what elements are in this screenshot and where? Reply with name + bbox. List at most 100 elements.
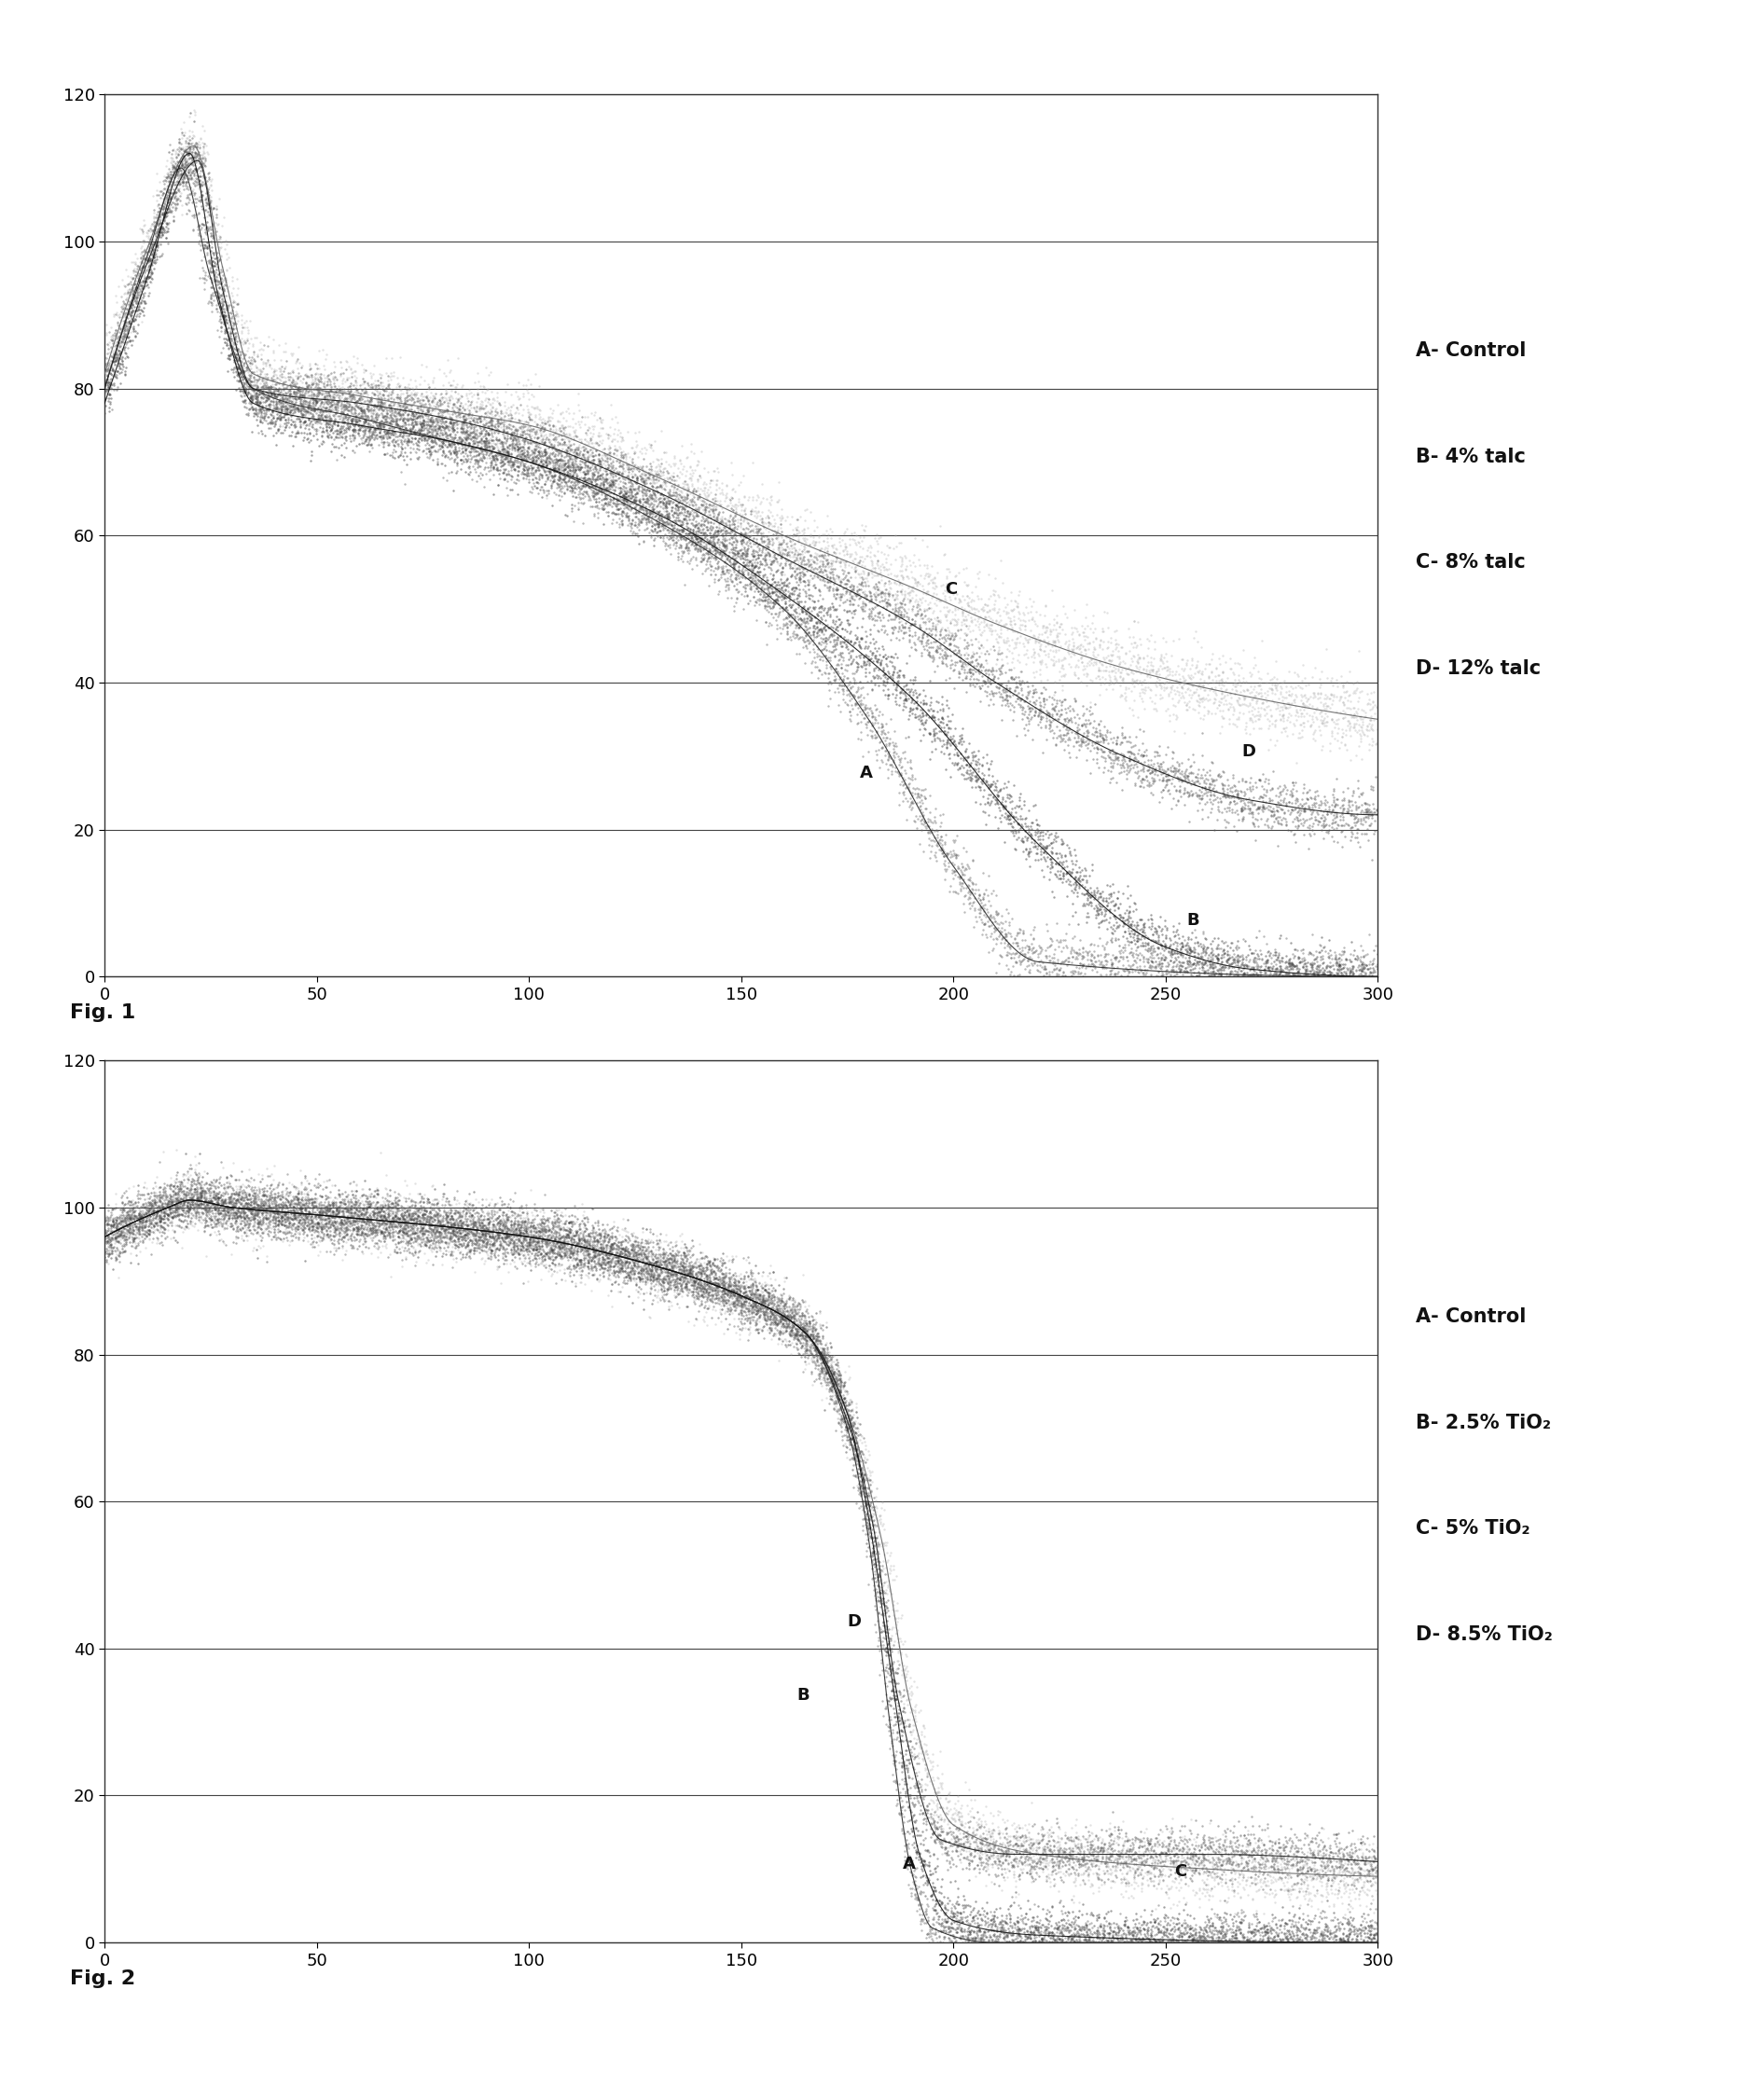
Point [1182, 945, 1210, 979]
Point [211, 1197, 239, 1231]
Point [136, 252, 164, 286]
Point [431, 1195, 459, 1228]
Point [576, 1216, 603, 1249]
Point [1308, 1886, 1336, 1919]
Point [504, 1224, 532, 1258]
Point [396, 1191, 424, 1224]
Point [333, 1212, 361, 1245]
Point [898, 1814, 926, 1848]
Point [1066, 628, 1093, 662]
Point [358, 382, 385, 416]
Point [520, 412, 548, 445]
Point [1242, 1909, 1270, 1942]
Point [269, 1191, 296, 1224]
Point [912, 611, 940, 645]
Point [956, 748, 984, 781]
Point [823, 542, 851, 575]
Point [1055, 1842, 1083, 1875]
Point [286, 403, 314, 437]
Point [1355, 808, 1383, 842]
Point [113, 1199, 141, 1233]
Point [1366, 1863, 1393, 1896]
Point [813, 626, 841, 659]
Point [1196, 960, 1224, 993]
Point [989, 672, 1017, 706]
Point [821, 565, 849, 598]
Point [699, 510, 727, 544]
Point [439, 435, 467, 468]
Point [1158, 1844, 1186, 1877]
Point [610, 462, 638, 496]
Point [898, 1676, 926, 1709]
Point [1041, 1922, 1069, 1955]
Point [462, 1231, 490, 1264]
Point [1128, 752, 1156, 785]
Point [692, 544, 720, 578]
Point [698, 1252, 726, 1285]
Point [352, 1203, 380, 1237]
Point [954, 848, 982, 882]
Point [771, 1292, 799, 1325]
Point [872, 580, 900, 613]
Point [364, 1193, 392, 1226]
Point [842, 1420, 870, 1453]
Point [1223, 1823, 1250, 1856]
Point [652, 1241, 680, 1275]
Point [1128, 962, 1156, 995]
Point [525, 1231, 553, 1264]
Point [1263, 1928, 1291, 1961]
Point [1268, 1856, 1296, 1890]
Point [518, 452, 546, 485]
Point [1179, 1844, 1207, 1877]
Point [872, 640, 900, 674]
Point [804, 550, 832, 584]
Point [300, 391, 328, 424]
Point [420, 410, 448, 443]
Point [680, 485, 708, 519]
Point [982, 895, 1010, 928]
Point [670, 1254, 698, 1287]
Point [1174, 687, 1202, 720]
Point [909, 619, 937, 653]
Point [591, 464, 619, 498]
Point [241, 397, 269, 430]
Point [375, 428, 403, 462]
Point [978, 905, 1006, 939]
Point [1245, 792, 1273, 825]
Point [757, 508, 785, 542]
Point [776, 607, 804, 640]
Point [382, 401, 410, 435]
Point [1357, 960, 1385, 993]
Point [689, 1277, 717, 1310]
Point [992, 939, 1020, 972]
Point [380, 1201, 408, 1235]
Point [818, 1359, 846, 1392]
Point [1261, 1854, 1289, 1888]
Point [506, 418, 534, 452]
Point [549, 414, 577, 447]
Point [907, 1861, 935, 1894]
Point [1273, 962, 1301, 995]
Point [621, 491, 649, 525]
Point [738, 508, 766, 542]
Point [1277, 1938, 1305, 1972]
Point [204, 1182, 232, 1216]
Point [855, 559, 882, 592]
Point [354, 1203, 382, 1237]
Point [558, 456, 586, 489]
Point [124, 265, 152, 298]
Point [378, 410, 406, 443]
Point [185, 1186, 213, 1220]
Point [146, 1197, 174, 1231]
Point [401, 1197, 429, 1231]
Point [195, 1193, 223, 1226]
Point [438, 1212, 466, 1245]
Point [1318, 704, 1346, 737]
Point [213, 326, 241, 359]
Point [314, 1201, 342, 1235]
Point [202, 1180, 230, 1214]
Point [1318, 1858, 1346, 1892]
Point [1318, 960, 1346, 993]
Point [1203, 945, 1231, 979]
Point [460, 1208, 488, 1241]
